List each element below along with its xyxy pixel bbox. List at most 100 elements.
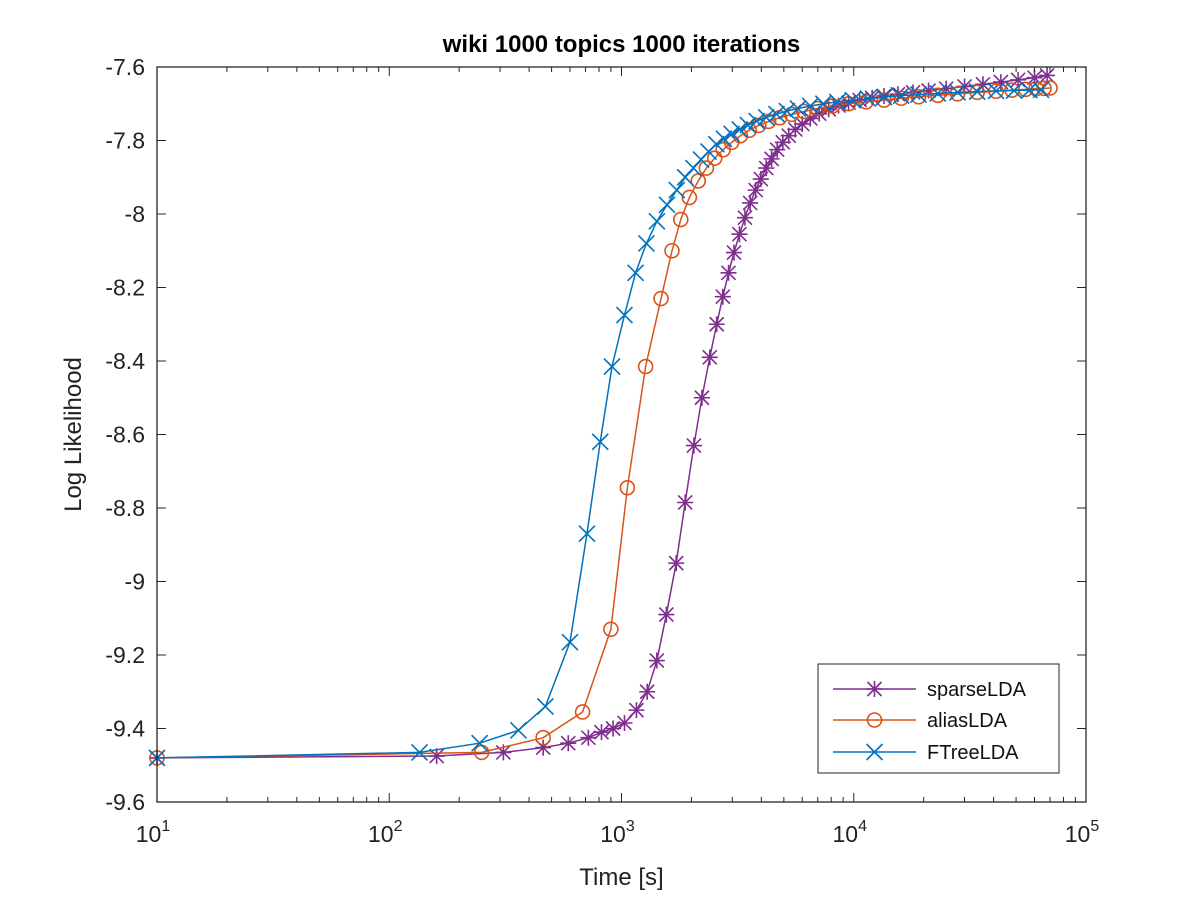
y-axis-label: Log Likelihood bbox=[60, 357, 87, 512]
data-point-sparselda bbox=[742, 194, 759, 211]
data-point-ftreelda bbox=[561, 633, 579, 651]
data-point-sparselda bbox=[920, 82, 937, 99]
data-point-ftreelda bbox=[723, 125, 741, 143]
data-point-ftreelda bbox=[1005, 81, 1023, 100]
data-point-aliaslda bbox=[706, 150, 723, 166]
y-tick-label: -8.8 bbox=[105, 495, 145, 521]
data-point-ftreelda bbox=[814, 95, 832, 113]
legend-label-sparselda: sparseLDA bbox=[927, 679, 1027, 701]
y-tick-label: -7.6 bbox=[105, 54, 145, 80]
data-point-sparselda bbox=[731, 226, 748, 243]
legend-label-aliaslda: aliasLDA bbox=[927, 710, 1008, 732]
data-point-ftreelda bbox=[949, 83, 967, 101]
data-point-aliaslda bbox=[809, 100, 826, 117]
series-line-ftreelda bbox=[156, 89, 1042, 759]
legend-entry-aliaslda: aliasLDA bbox=[833, 710, 1008, 732]
data-point-sparselda bbox=[616, 714, 633, 731]
legend-marker-ftreelda bbox=[865, 743, 884, 761]
data-point-sparselda bbox=[714, 288, 731, 305]
y-tick-label: -9.4 bbox=[105, 716, 145, 742]
chart-title: wiki 1000 topics 1000 iterations bbox=[442, 31, 801, 58]
data-point-sparselda bbox=[677, 494, 694, 511]
data-point-sparselda bbox=[736, 209, 753, 226]
data-point-aliaslda bbox=[698, 160, 715, 176]
data-point-sparselda bbox=[560, 735, 577, 752]
data-point-sparselda bbox=[1010, 71, 1027, 88]
series-layer bbox=[148, 67, 1058, 767]
legend-box bbox=[817, 663, 1060, 774]
y-tick-label: -7.8 bbox=[105, 128, 145, 154]
legend-label-ftreelda: FTreeLDA bbox=[927, 742, 1019, 764]
plot-frame bbox=[156, 66, 1087, 803]
data-point-ftreelda bbox=[875, 88, 893, 106]
data-point-sparselda bbox=[752, 171, 769, 188]
data-point-sparselda bbox=[787, 121, 804, 138]
data-point-ftreelda bbox=[658, 196, 676, 214]
legend-entry-sparselda: sparseLDA bbox=[833, 679, 1027, 701]
data-point-ftreelda bbox=[578, 525, 596, 543]
data-point-ftreelda bbox=[615, 306, 634, 324]
data-point-ftreelda bbox=[739, 116, 757, 134]
data-point-aliaslda bbox=[653, 290, 669, 307]
x-tick-label: 101 bbox=[136, 818, 171, 847]
data-point-sparselda bbox=[628, 702, 645, 719]
data-point-sparselda bbox=[1039, 67, 1056, 84]
y-tick-label: -8 bbox=[125, 201, 145, 227]
data-point-sparselda bbox=[535, 739, 552, 756]
data-point-sparselda bbox=[495, 744, 512, 761]
data-point-ftreelda bbox=[767, 105, 786, 123]
data-point-ftreelda bbox=[536, 697, 554, 716]
data-point-ftreelda bbox=[731, 120, 749, 139]
data-point-ftreelda bbox=[410, 743, 429, 761]
data-point-ftreelda bbox=[509, 721, 528, 739]
ticks-layer: 101 102 103 104 105 -7.6 -7.8 -8 -8.2 -8.4 -8.6 -8.… bbox=[105, 54, 1099, 847]
data-point-sparselda bbox=[725, 244, 742, 261]
data-point-aliaslda bbox=[949, 86, 966, 102]
x-tick-label: 104 bbox=[833, 818, 868, 847]
data-point-ftreelda bbox=[715, 130, 733, 148]
data-point-aliaslda bbox=[929, 87, 946, 104]
data-point-sparselda bbox=[605, 720, 622, 737]
data-point-aliaslda bbox=[893, 90, 909, 107]
data-point-sparselda bbox=[720, 264, 737, 281]
data-point-sparselda bbox=[668, 555, 685, 572]
data-point-sparselda bbox=[708, 316, 725, 333]
data-point-aliaslda bbox=[910, 88, 927, 105]
data-point-sparselda bbox=[648, 652, 665, 669]
legend-entry-ftreelda: FTreeLDA bbox=[833, 742, 1019, 764]
data-point-sparselda bbox=[593, 724, 610, 741]
data-point-ftreelda bbox=[707, 135, 725, 153]
data-point-ftreelda bbox=[591, 433, 609, 451]
data-point-ftreelda bbox=[637, 234, 655, 252]
data-point-ftreelda bbox=[987, 82, 1005, 100]
y-tick-label: -8.2 bbox=[105, 275, 145, 301]
legend: sparseLDA aliasLDA FTreeLDA bbox=[817, 663, 1060, 774]
data-point-ftreelda bbox=[471, 734, 489, 752]
data-point-ftreelda bbox=[828, 93, 846, 111]
data-point-sparselda bbox=[974, 76, 991, 93]
x-axis-label: Time [s] bbox=[579, 864, 663, 891]
data-point-sparselda bbox=[763, 150, 780, 167]
y-tick-label: -8.6 bbox=[105, 422, 145, 448]
data-point-aliaslda bbox=[681, 189, 698, 206]
legend-marker-glyph-sparselda bbox=[866, 681, 883, 697]
data-point-ftreelda bbox=[603, 357, 621, 376]
data-point-aliaslda bbox=[603, 621, 619, 638]
data-point-aliaslda bbox=[664, 242, 680, 259]
y-tick-label: -9.2 bbox=[105, 642, 145, 668]
data-point-sparselda bbox=[758, 160, 775, 177]
data-point-ftreelda bbox=[627, 264, 645, 282]
data-point-sparselda bbox=[811, 105, 828, 122]
data-point-aliaslda bbox=[858, 94, 874, 110]
series-ftreelda bbox=[148, 81, 1050, 767]
data-point-aliaslda bbox=[574, 704, 591, 720]
data-point-ftreelda bbox=[1032, 81, 1050, 99]
data-point-ftreelda bbox=[929, 84, 947, 103]
data-point-ftreelda bbox=[778, 102, 796, 120]
data-point-sparselda bbox=[428, 748, 445, 765]
data-point-sparselda bbox=[1026, 69, 1043, 86]
data-point-ftreelda bbox=[859, 90, 877, 108]
legend-marker-sparselda bbox=[866, 681, 883, 697]
data-point-aliaslda bbox=[637, 358, 654, 375]
